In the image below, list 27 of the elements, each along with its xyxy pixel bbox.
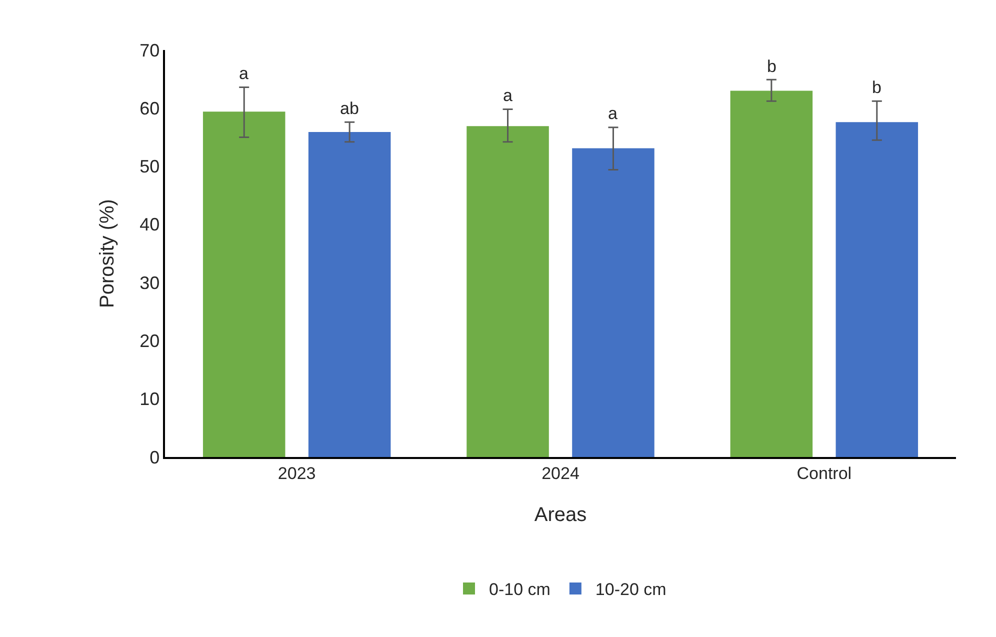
bar	[202, 112, 286, 457]
annotation: b	[767, 57, 776, 76]
x-axis-title: Areas	[534, 504, 587, 526]
annotation: ab	[340, 99, 359, 118]
y-tick-label: 50	[140, 156, 160, 177]
y-tick-label: 10	[140, 389, 160, 410]
y-tick-label: 30	[140, 272, 160, 293]
y-axis-title: Porosity (%)	[96, 199, 119, 308]
annotation: b	[872, 78, 882, 97]
bar	[308, 132, 391, 457]
annotation: a	[608, 104, 618, 123]
bar	[836, 122, 918, 457]
x-tick-label: 2024	[542, 464, 580, 484]
bar	[730, 90, 813, 457]
y-tick-label: 20	[140, 331, 160, 352]
y-tick-label: 60	[140, 98, 160, 118]
x-tick-label: Control	[796, 464, 852, 484]
y-tick-label: 0	[150, 447, 160, 468]
x-tick-label: 2023	[278, 464, 316, 484]
y-tick-label: 40	[140, 214, 160, 235]
y-tick-label: 70	[140, 40, 160, 60]
legend-label: 0-10 cm	[489, 580, 550, 600]
legend-label: 10-20 cm	[595, 580, 666, 600]
annotation: a	[503, 86, 513, 105]
bar	[466, 126, 549, 457]
annotation: a	[239, 64, 249, 83]
bar	[572, 148, 654, 457]
